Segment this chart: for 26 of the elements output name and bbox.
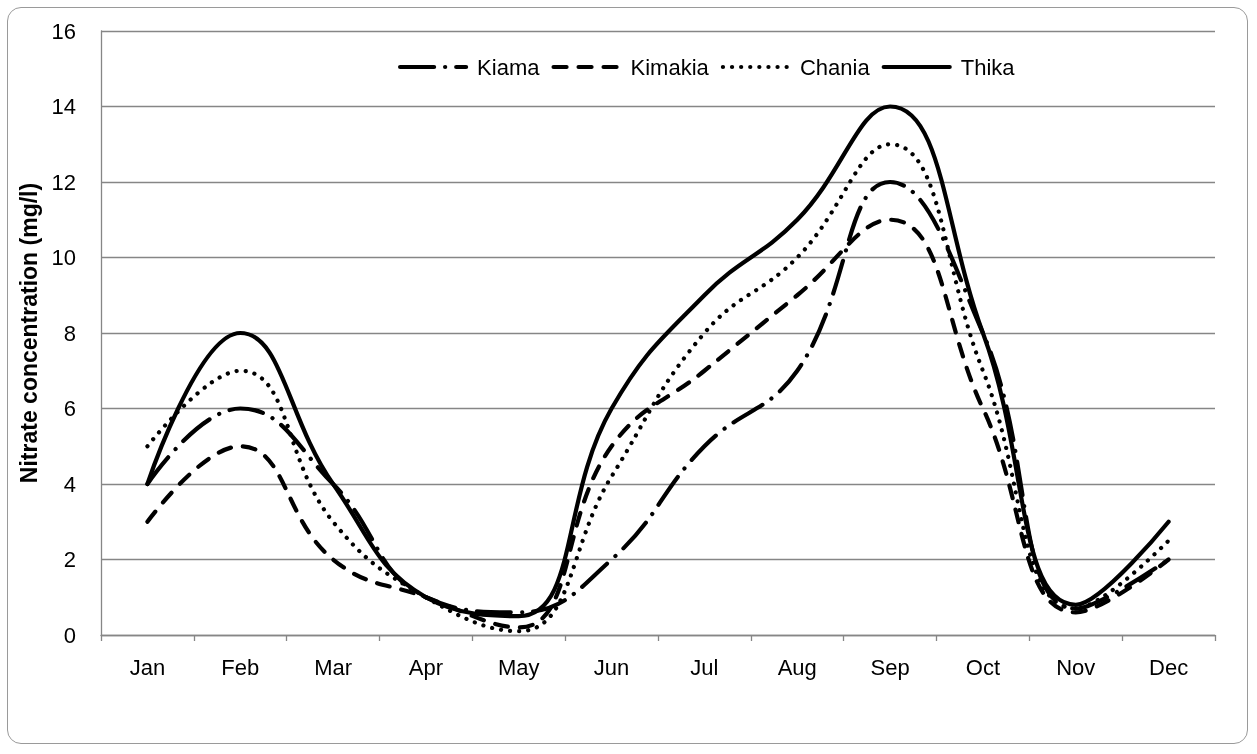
x-tick-label: Jun: [593, 654, 630, 680]
x-tick-label: May: [497, 654, 540, 680]
y-tick-label: 2: [63, 547, 76, 572]
legend-label: Chania: [799, 54, 871, 80]
legend-label: Kiama: [477, 54, 541, 80]
y-tick-label: 14: [51, 94, 76, 119]
y-tick-label: 12: [51, 169, 76, 195]
y-tick-label: 0: [63, 622, 76, 648]
x-tick-label: Feb: [221, 654, 260, 680]
x-tick-label: Apr: [408, 654, 444, 680]
y-axis-title: Nitrate concentration (mg/l): [16, 182, 43, 484]
y-tick-label: 16: [51, 18, 76, 44]
y-tick-label: 4: [63, 471, 76, 497]
x-tick-label: Mar: [314, 654, 353, 680]
x-tick-label: Jul: [690, 654, 719, 680]
x-tick-label: Sep: [870, 654, 910, 680]
y-tick-label: 10: [51, 245, 76, 270]
legend-label: Thika: [960, 54, 1016, 80]
x-tick-label: Dec: [1149, 654, 1189, 680]
y-tick-label: 6: [63, 396, 76, 421]
x-tick-label: Aug: [777, 654, 817, 680]
y-tick-label: 8: [63, 320, 76, 346]
legend-label: Kimakia: [630, 54, 710, 80]
x-tick-label: Nov: [1056, 654, 1096, 680]
x-tick-label: Jan: [129, 654, 166, 680]
x-tick-label: Oct: [965, 654, 1001, 680]
